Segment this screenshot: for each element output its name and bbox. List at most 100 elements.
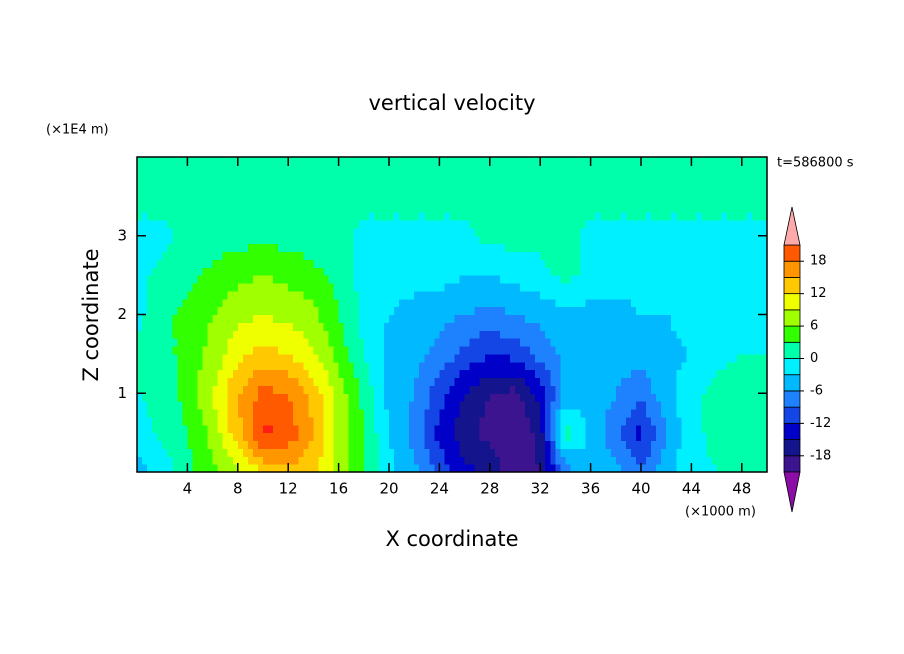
contour-cell: [313, 251, 320, 260]
contour-cell: [202, 464, 209, 473]
contour-cell: [167, 243, 173, 253]
contour-cell: [358, 164, 365, 174]
contour-cell: [328, 338, 335, 347]
contour-cell: [157, 196, 163, 205]
contour-cell: [761, 283, 768, 292]
contour-cell: [751, 235, 758, 245]
contour-cell: [177, 283, 183, 292]
contour-cell: [137, 322, 143, 331]
contour-cell: [308, 448, 314, 457]
contour-cell: [585, 448, 592, 457]
contour-cell: [363, 220, 370, 229]
contour-cell: [656, 243, 662, 253]
contour-cell: [424, 180, 430, 190]
contour-cell: [459, 204, 466, 213]
contour-cell: [343, 235, 350, 245]
contour-cell: [575, 393, 582, 402]
contour-cell: [479, 456, 486, 465]
contour-cell: [399, 227, 405, 237]
contour-cell: [363, 164, 370, 174]
contour-cell: [257, 188, 264, 197]
contour-cell: [570, 172, 577, 182]
contour-cell: [570, 164, 577, 174]
contour-cell: [585, 259, 592, 268]
contour-cell: [378, 440, 385, 449]
contour-cell: [666, 180, 672, 190]
contour-cell: [358, 267, 365, 276]
contour-cell: [343, 401, 350, 410]
contour-cell: [515, 306, 521, 316]
contour-cell: [242, 259, 249, 268]
contour-cell: [489, 314, 496, 323]
contour-cell: [726, 204, 733, 213]
contour-cell: [353, 369, 360, 379]
contour-cell: [147, 424, 153, 434]
contour-cell: [147, 409, 153, 418]
contour-cell: [535, 424, 541, 434]
contour-cell: [298, 227, 304, 237]
contour-cell: [303, 377, 309, 386]
contour-cell: [242, 157, 249, 166]
contour-cell: [202, 393, 209, 402]
contour-cell: [661, 235, 667, 245]
contour-cell: [222, 401, 229, 410]
contour-cell: [651, 409, 657, 418]
contour-cell: [560, 220, 566, 229]
contour-cell: [696, 314, 703, 323]
contour-cell: [635, 283, 642, 292]
contour-cell: [555, 401, 561, 410]
contour-cell: [499, 251, 506, 260]
contour-cell: [434, 369, 440, 379]
contour-cell: [434, 346, 440, 355]
contour-cell: [293, 377, 299, 386]
contour-cell: [444, 290, 451, 300]
contour-cell: [590, 322, 597, 331]
contour-cell: [439, 432, 446, 442]
contour-cell: [525, 377, 531, 386]
contour-cell: [504, 180, 511, 190]
contour-cell: [474, 424, 481, 434]
contour-cell: [419, 369, 425, 379]
contour-cell: [414, 464, 420, 473]
contour-cell: [318, 164, 325, 174]
contour-cell: [177, 401, 183, 410]
contour-cell: [746, 212, 753, 221]
contour-cell: [308, 164, 314, 174]
contour-cell: [263, 330, 269, 339]
contour-cell: [338, 220, 345, 229]
contour-cell: [580, 424, 587, 434]
contour-cell: [434, 361, 440, 371]
contour-cell: [464, 259, 471, 268]
contour-cell: [368, 338, 375, 347]
contour-cell: [676, 369, 682, 379]
contour-cell: [509, 259, 516, 268]
contour-cell: [152, 409, 158, 418]
contour-cell: [661, 330, 667, 339]
contour-cell: [308, 416, 314, 426]
contour-cell: [756, 259, 763, 268]
contour-cell: [257, 393, 264, 402]
contour-cell: [378, 401, 385, 410]
contour-cell: [252, 275, 259, 284]
contour-cell: [686, 188, 692, 197]
contour-cell: [227, 409, 234, 418]
contour-cell: [746, 298, 753, 308]
contour-cell: [137, 330, 143, 339]
contour-cell: [706, 204, 713, 213]
contour-cell: [247, 353, 254, 363]
contour-cell: [343, 259, 350, 268]
contour-cell: [409, 227, 415, 237]
contour-cell: [268, 220, 274, 229]
contour-cell: [756, 290, 763, 300]
contour-cell: [152, 259, 158, 268]
contour-cell: [152, 196, 158, 205]
contour-cell: [328, 314, 335, 323]
contour-cell: [499, 409, 506, 418]
contour-cell: [726, 164, 733, 174]
contour-cell: [399, 212, 405, 221]
contour-cell: [273, 393, 279, 402]
contour-cell: [600, 409, 607, 418]
contour-cell: [368, 424, 375, 434]
contour-cell: [358, 416, 365, 426]
contour-cell: [257, 283, 264, 292]
